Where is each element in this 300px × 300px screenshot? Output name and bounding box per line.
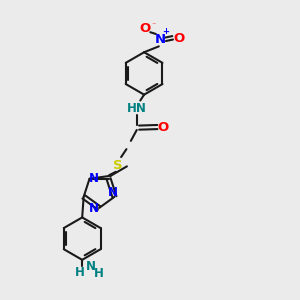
Text: HN: HN — [127, 102, 147, 115]
Text: O: O — [140, 22, 151, 35]
Text: H: H — [93, 267, 103, 280]
Text: O: O — [158, 121, 169, 134]
Text: H: H — [75, 266, 85, 279]
Text: S: S — [113, 159, 123, 172]
Text: N: N — [89, 202, 99, 214]
Text: N: N — [108, 186, 118, 199]
Text: N: N — [89, 172, 99, 185]
Text: ⁻: ⁻ — [151, 21, 155, 30]
Text: +: + — [162, 27, 169, 36]
Text: N: N — [155, 33, 166, 46]
Text: O: O — [173, 32, 184, 45]
Text: N: N — [85, 260, 95, 273]
